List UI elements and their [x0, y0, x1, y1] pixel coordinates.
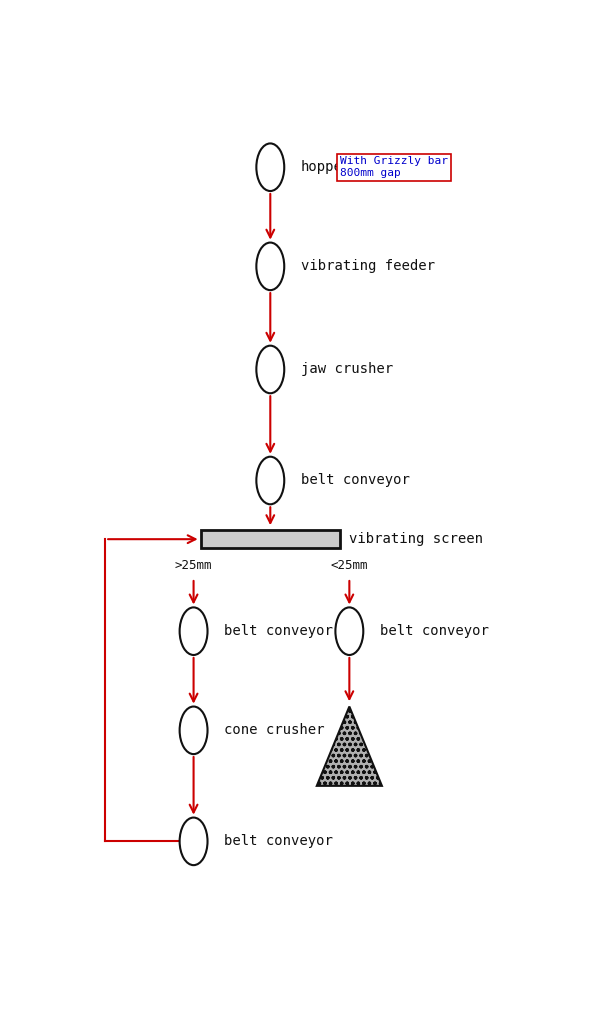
- Text: cone crusher: cone crusher: [224, 723, 325, 737]
- Polygon shape: [317, 707, 382, 786]
- Circle shape: [179, 818, 208, 865]
- Text: >25mm: >25mm: [175, 559, 212, 572]
- Text: hopper: hopper: [301, 161, 351, 174]
- Text: jaw crusher: jaw crusher: [301, 363, 392, 376]
- Circle shape: [335, 608, 363, 655]
- Text: belt conveyor: belt conveyor: [301, 474, 409, 487]
- Text: belt conveyor: belt conveyor: [380, 624, 488, 639]
- Circle shape: [179, 608, 208, 655]
- Circle shape: [179, 707, 208, 754]
- Text: <25mm: <25mm: [331, 559, 368, 572]
- Circle shape: [256, 346, 284, 393]
- Text: belt conveyor: belt conveyor: [224, 834, 332, 849]
- Text: vibrating screen: vibrating screen: [349, 533, 484, 546]
- Text: vibrating feeder: vibrating feeder: [301, 260, 434, 273]
- Circle shape: [256, 243, 284, 290]
- Bar: [200, 530, 340, 548]
- Text: With Grizzly bar
800mm gap: With Grizzly bar 800mm gap: [340, 157, 448, 178]
- Text: belt conveyor: belt conveyor: [224, 624, 332, 639]
- Circle shape: [256, 143, 284, 191]
- Circle shape: [256, 456, 284, 505]
